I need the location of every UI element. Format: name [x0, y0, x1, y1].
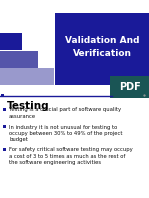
Bar: [0, 51, 38, 68]
Bar: [1, 94, 4, 97]
Text: Testing: Testing: [7, 101, 50, 111]
Bar: [0, 68, 54, 85]
Text: PDF: PDF: [119, 82, 140, 92]
Bar: [0, 33, 22, 50]
Bar: [3, 125, 6, 128]
Text: In industry it is not unusual for testing to
occupy between 30% to 49% of the pr: In industry it is not unusual for testin…: [9, 125, 122, 142]
Bar: [110, 76, 149, 98]
Text: Validation And
Verification: Validation And Verification: [65, 36, 139, 58]
Bar: [55, 13, 149, 85]
Bar: [3, 108, 6, 110]
Text: Testing is a crucial part of software quality
assurance: Testing is a crucial part of software qu…: [9, 108, 121, 119]
Bar: [3, 148, 6, 150]
Text: For safety critical software testing may occupy
a cost of 3 to 5 times as much a: For safety critical software testing may…: [9, 148, 133, 165]
